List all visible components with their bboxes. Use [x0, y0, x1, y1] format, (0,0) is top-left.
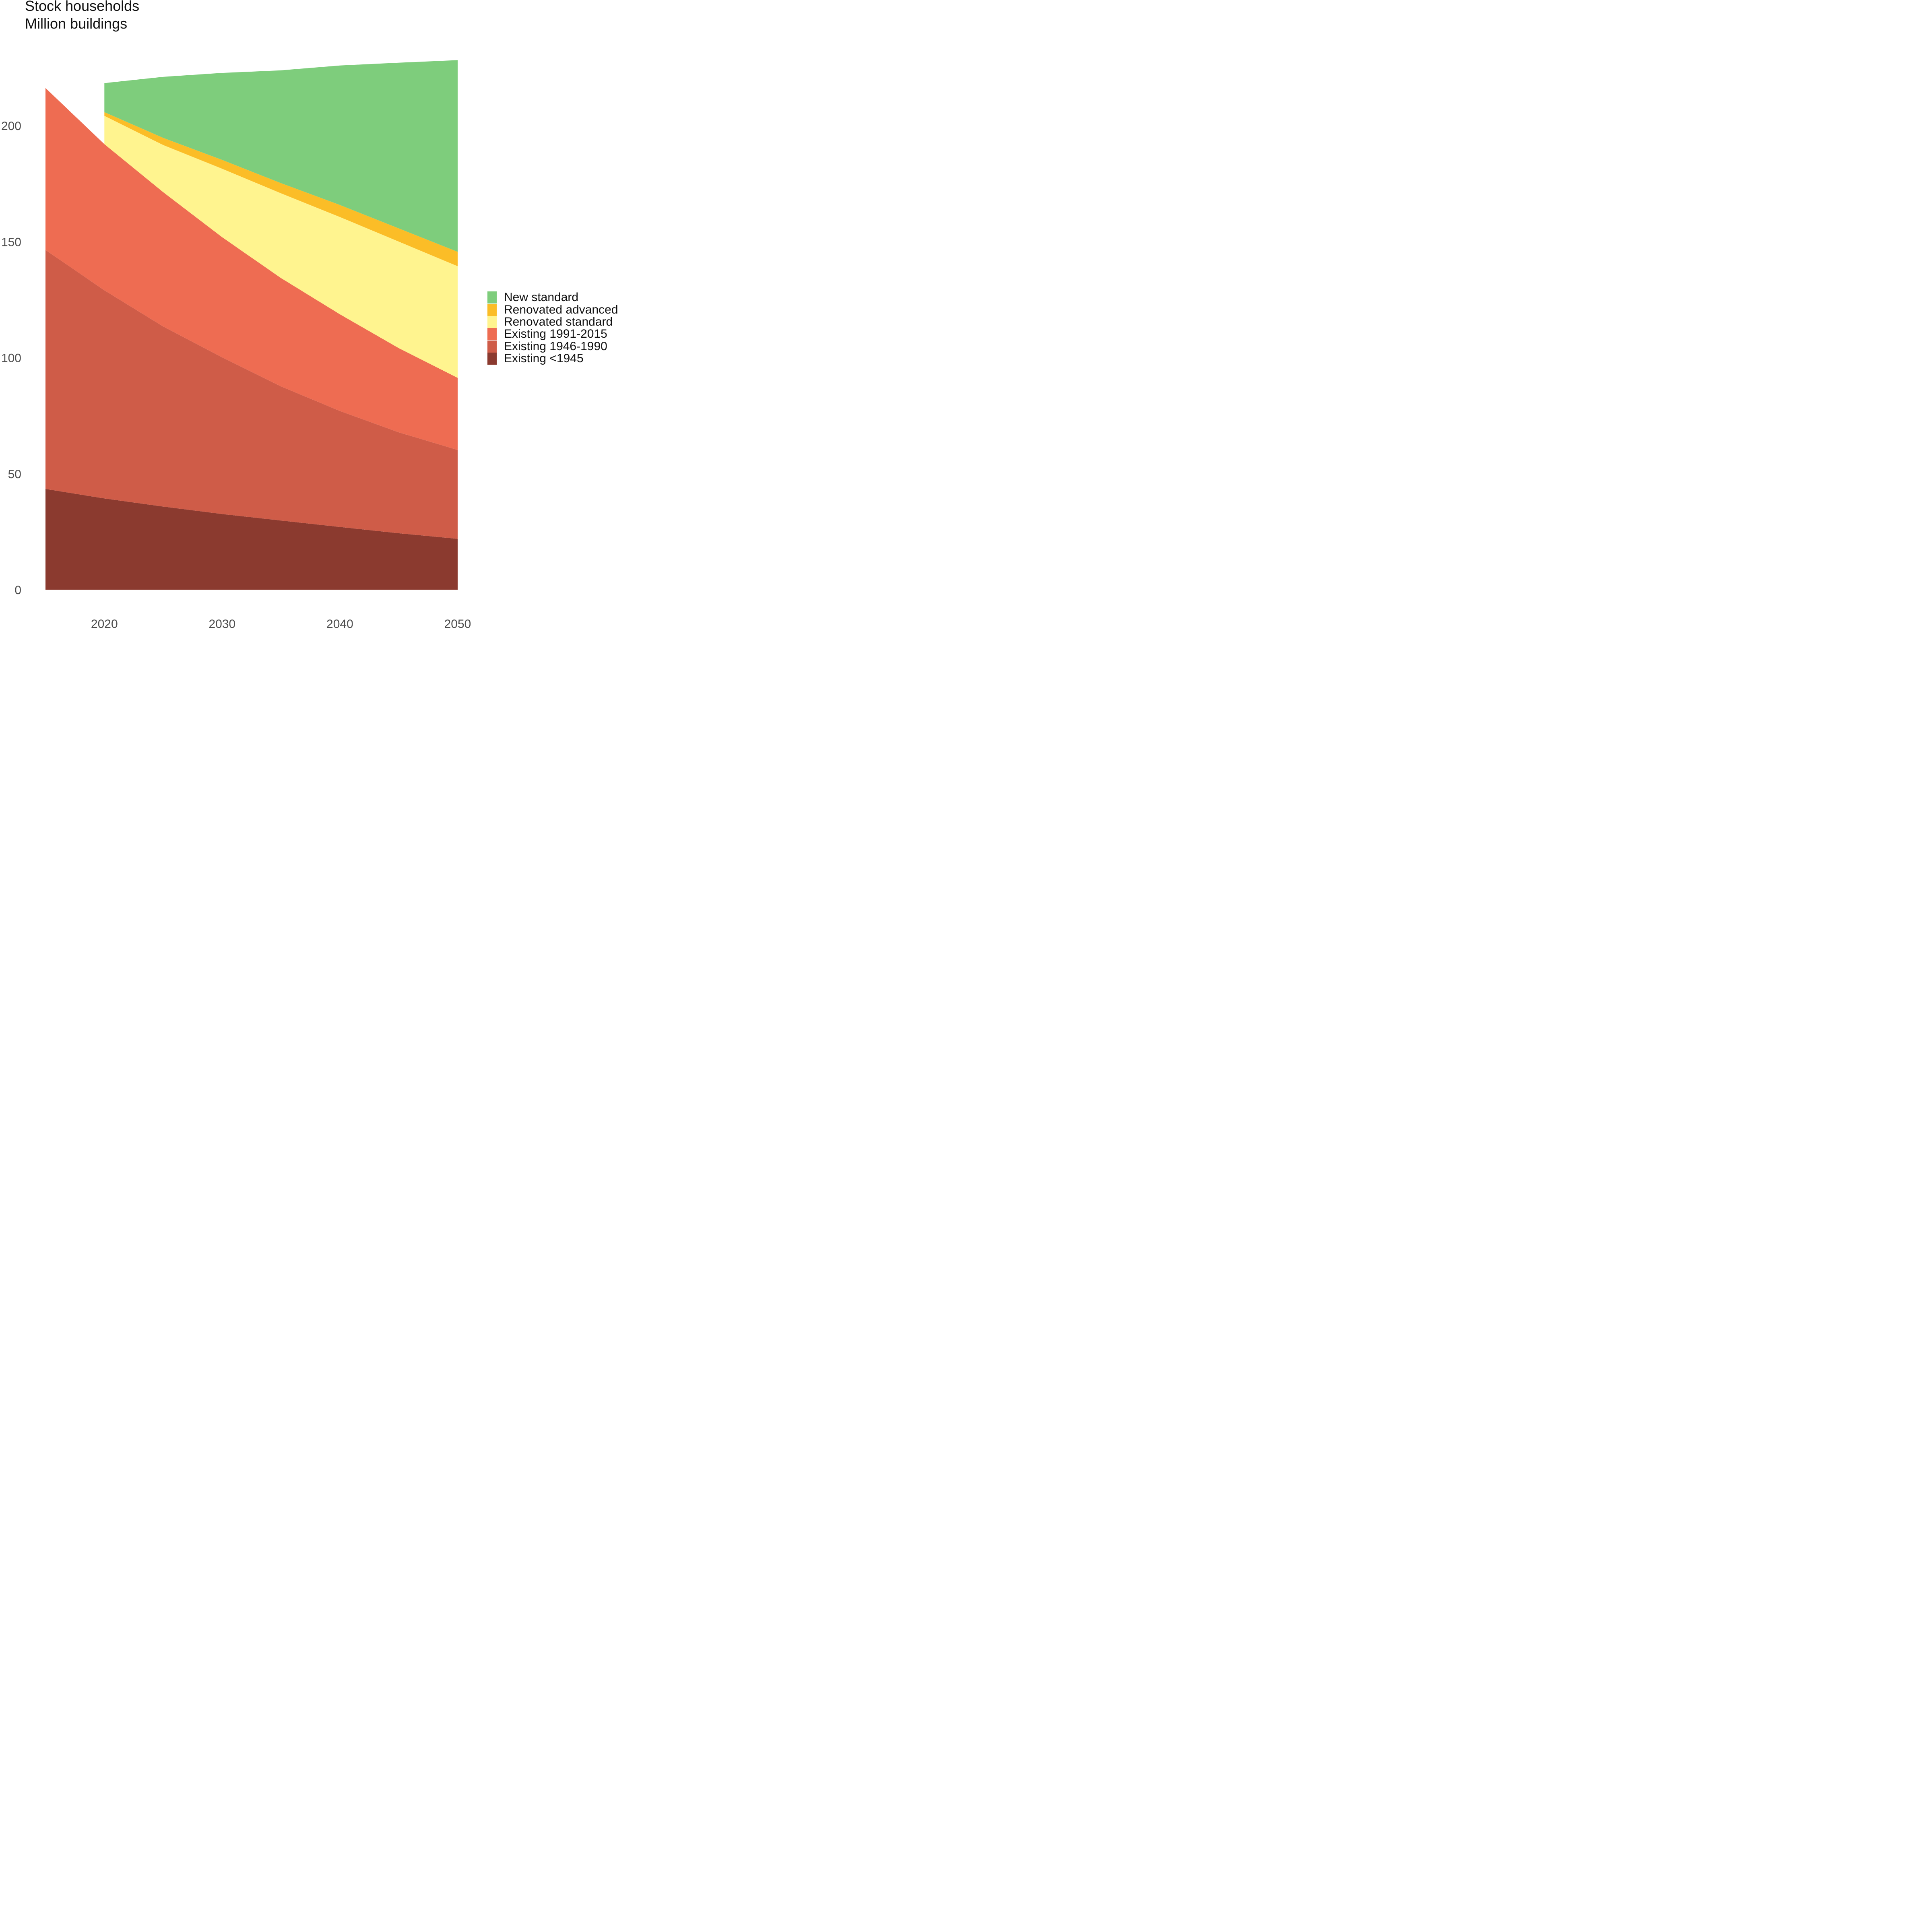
legend-label: Existing 1946-1990 [504, 339, 607, 353]
area-existing-1945 [45, 489, 458, 590]
y-tick-label: 200 [1, 120, 21, 133]
legend-swatch [487, 340, 497, 353]
legend-label: Renovated advanced [504, 303, 618, 316]
legend-label: New standard [504, 291, 579, 304]
y-tick-label: 0 [14, 584, 21, 597]
legend-item: Existing <1945 [487, 353, 618, 365]
legend-item: New standard [487, 291, 618, 304]
x-tick-label: 2040 [326, 617, 353, 631]
area-new-standard [104, 60, 458, 252]
y-tick-label: 150 [1, 235, 21, 249]
area-existing-1991-2015 [45, 88, 458, 450]
legend-item: Existing 1946-1990 [487, 339, 618, 353]
x-tick-label: 2020 [91, 617, 118, 631]
area-renovated-standard [104, 116, 458, 378]
legend-swatch [487, 291, 497, 304]
x-tick-label: 2030 [208, 617, 235, 631]
area-existing-1946-1990 [45, 250, 458, 539]
legend-item: Existing 1991-2015 [487, 327, 618, 341]
legend-swatch [487, 353, 497, 365]
legend: New standard Renovated advanced Renovated … [487, 291, 618, 365]
area-renovated-advanced [104, 112, 458, 266]
legend-item: Renovated standard [487, 316, 618, 328]
legend-item: Renovated advanced [487, 303, 618, 316]
y-tick-label: 50 [8, 468, 21, 481]
x-tick-label: 2050 [444, 617, 471, 631]
legend-swatch [487, 328, 497, 341]
stacked-area-chart: 0 50 100 150 200 2020 2030 2040 2050 [1, 60, 471, 631]
legend-label: Renovated standard [504, 315, 613, 328]
chart-title: Stock households [25, 0, 140, 14]
area-layers [45, 60, 458, 590]
x-axis-tick-labels: 2020 2030 2040 2050 [91, 617, 471, 631]
legend-label: Existing <1945 [504, 352, 584, 365]
legend-swatch [487, 303, 497, 316]
legend-label: Existing 1991-2015 [504, 327, 607, 341]
chart-subtitle: Million buildings [25, 15, 128, 32]
y-axis-tick-labels: 0 50 100 150 200 [1, 120, 21, 597]
y-tick-label: 100 [1, 352, 21, 365]
legend-swatch [487, 316, 497, 328]
